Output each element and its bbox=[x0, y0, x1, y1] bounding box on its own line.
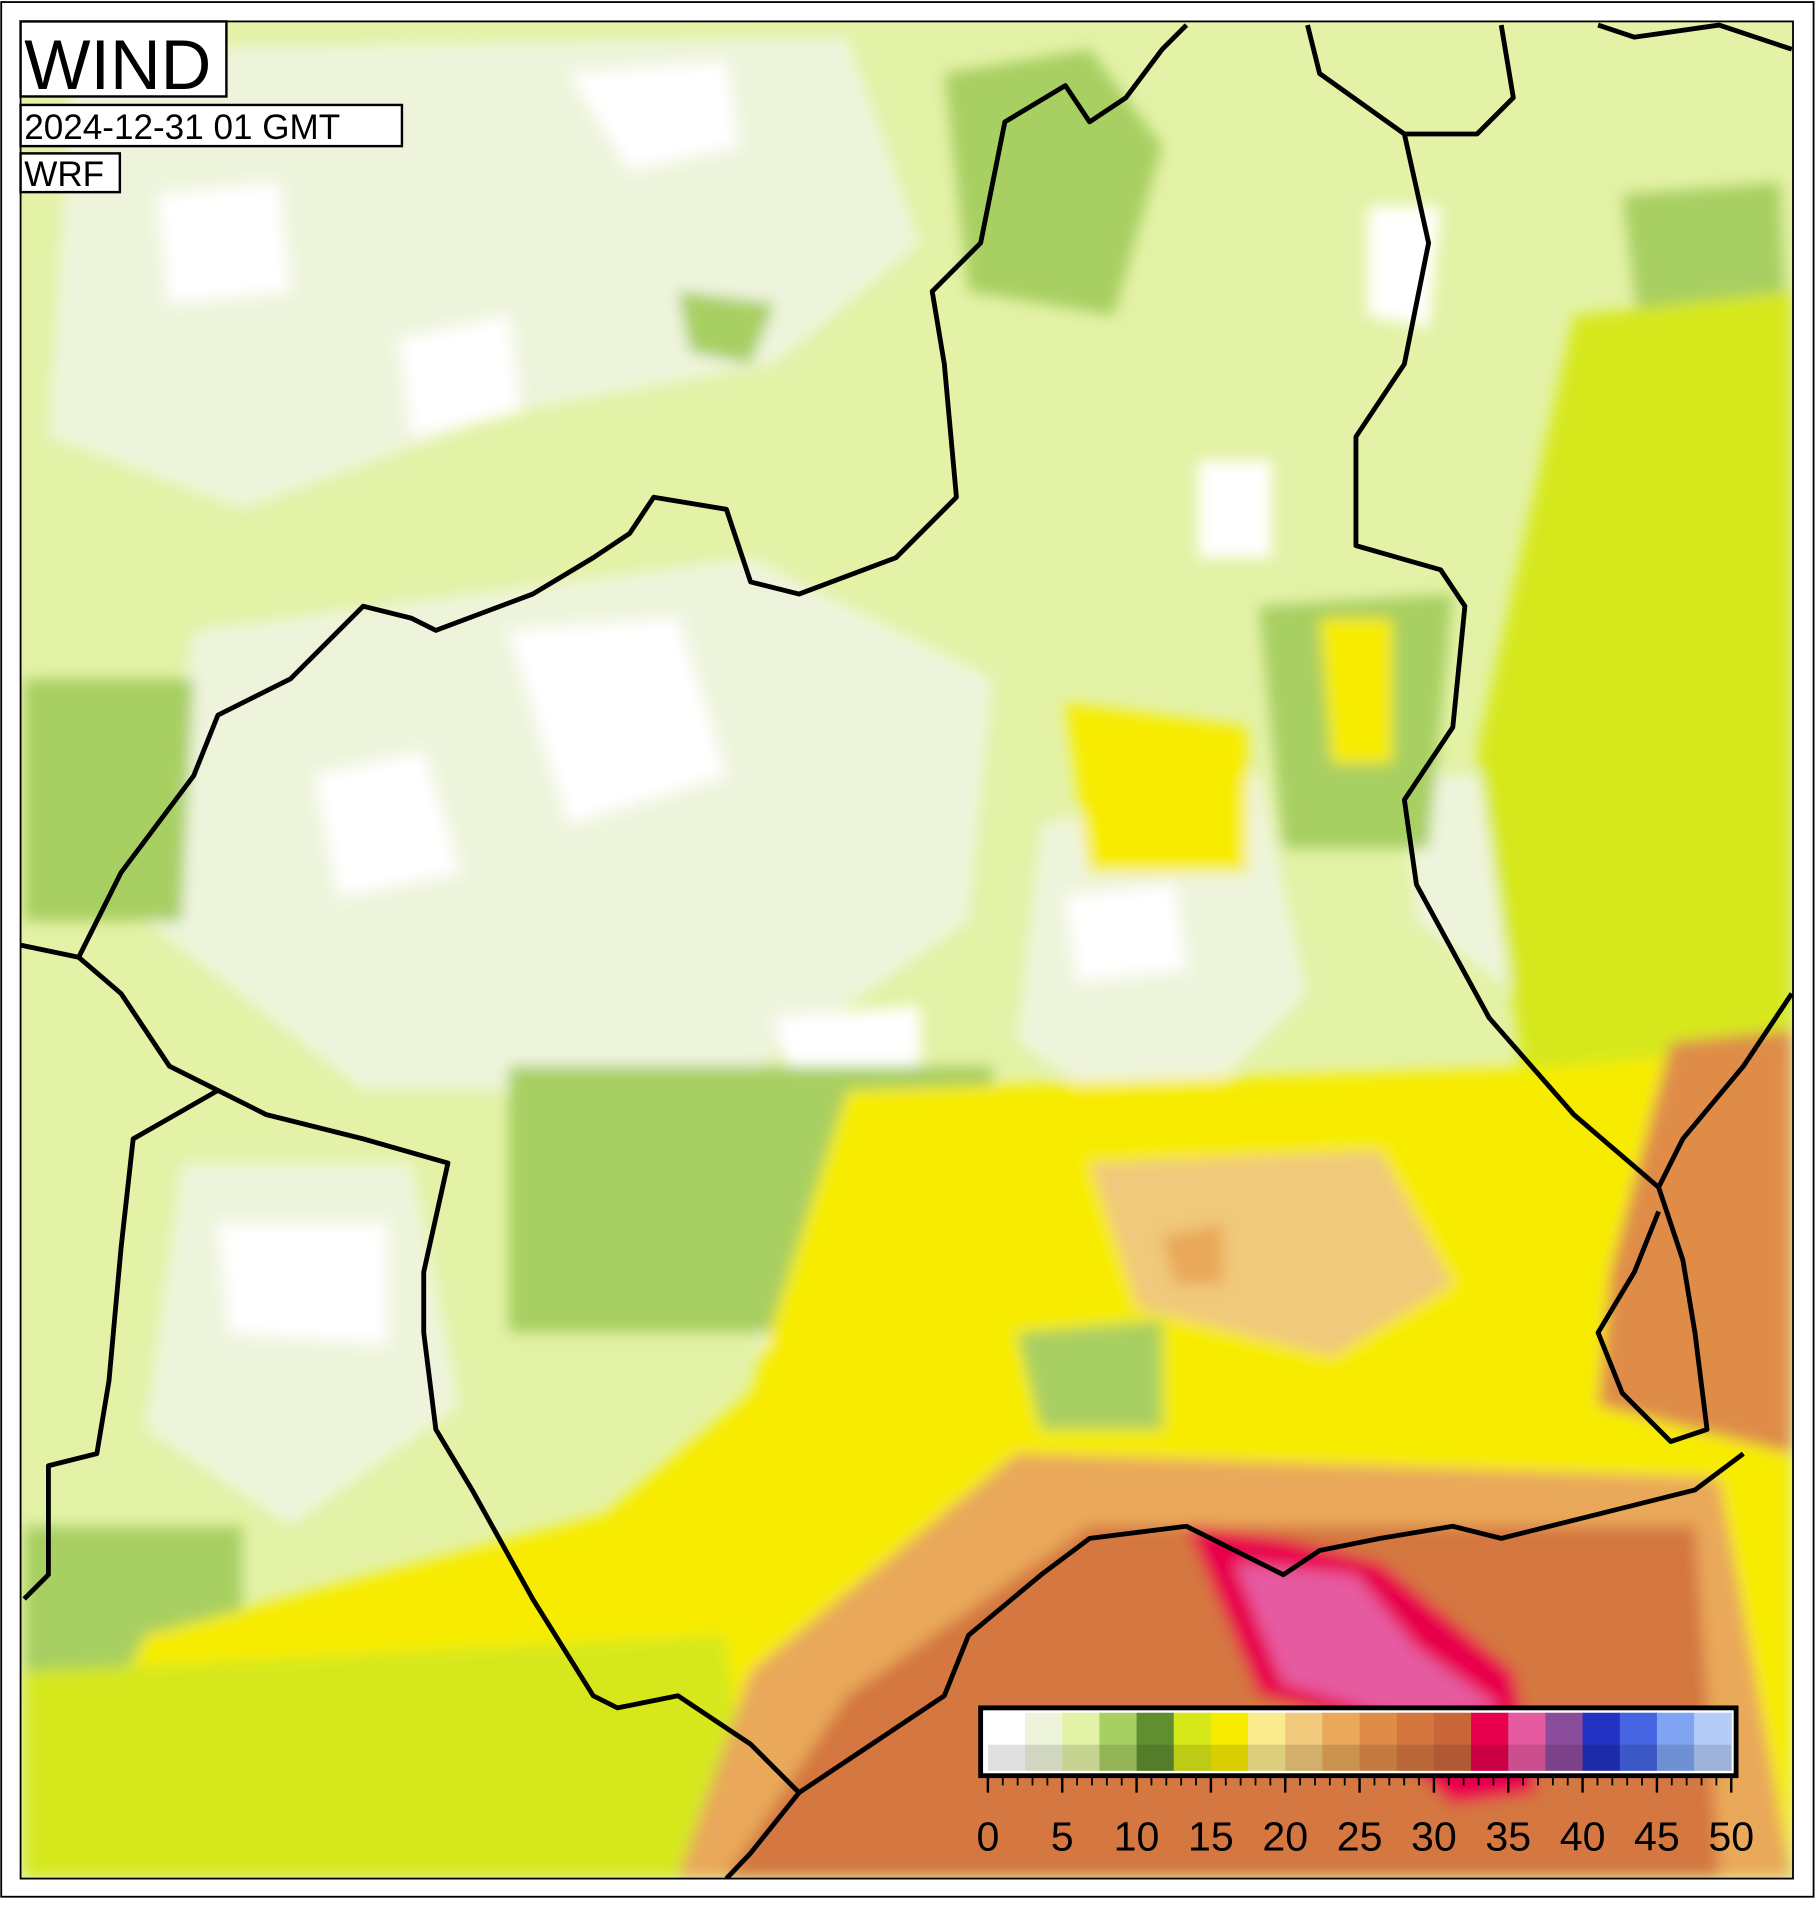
colorbar-tick-label: 45 bbox=[1634, 1814, 1680, 1860]
colorbar-swatch bbox=[1248, 1712, 1286, 1771]
colorbar-swatch bbox=[1471, 1712, 1509, 1771]
colorbar-swatch bbox=[1656, 1712, 1695, 1771]
colorbar-swatch bbox=[1433, 1712, 1472, 1771]
colorbar-tick-label: 5 bbox=[1051, 1814, 1074, 1860]
wind-field bbox=[20, 21, 1793, 1879]
colorbar-tick-label: 10 bbox=[1114, 1814, 1160, 1860]
map-title: WIND bbox=[24, 25, 211, 104]
colorbar-swatch bbox=[1322, 1712, 1361, 1771]
colorbar-swatch bbox=[1136, 1712, 1175, 1771]
colorbar-swatch bbox=[1545, 1712, 1584, 1771]
colorbar-swatch bbox=[1173, 1712, 1212, 1771]
colorbar-tick-label: 50 bbox=[1708, 1814, 1754, 1860]
colorbar-tick-label: 30 bbox=[1411, 1814, 1457, 1860]
map-frame bbox=[19, 20, 1794, 1880]
colorbar-shade bbox=[987, 1744, 1732, 1771]
model-box bbox=[19, 152, 122, 194]
model-name: WRF bbox=[24, 155, 104, 194]
colorbar-tick-label: 35 bbox=[1485, 1814, 1531, 1860]
colorbar-swatch bbox=[1099, 1712, 1138, 1771]
valid-time: 2024-12-31 01 GMT bbox=[24, 108, 340, 147]
colorbar-tick-label: 15 bbox=[1188, 1814, 1234, 1860]
colorbar-swatch bbox=[1210, 1712, 1249, 1771]
title-box bbox=[19, 20, 228, 98]
colorbar-tick-label: 25 bbox=[1337, 1814, 1383, 1860]
colorbar: 0 5 10 15 20 25 30 35 40 45 50 bbox=[976, 1705, 1754, 1860]
colorbar-swatch bbox=[1508, 1712, 1547, 1771]
colorbar-swatch bbox=[1062, 1712, 1101, 1771]
colorbar-swatch bbox=[1694, 1712, 1732, 1771]
colorbar-swatch bbox=[1359, 1712, 1398, 1771]
colorbar-swatch bbox=[1582, 1712, 1621, 1771]
colorbar-swatch bbox=[987, 1712, 1026, 1771]
colorbar-tick-label: 40 bbox=[1560, 1814, 1606, 1860]
borders bbox=[20, 22, 1793, 1879]
colorbar-swatch bbox=[1619, 1712, 1658, 1771]
colorbar-swatch bbox=[1025, 1712, 1063, 1771]
colorbar-swatch bbox=[1285, 1712, 1324, 1771]
colorbar-swatch bbox=[1396, 1712, 1435, 1771]
time-box bbox=[19, 103, 404, 148]
colorbar-tick-label: 0 bbox=[976, 1814, 999, 1860]
header: WIND 2024-12-31 01 GMT WRF bbox=[19, 20, 404, 194]
colorbar-tick-label: 20 bbox=[1262, 1814, 1308, 1860]
